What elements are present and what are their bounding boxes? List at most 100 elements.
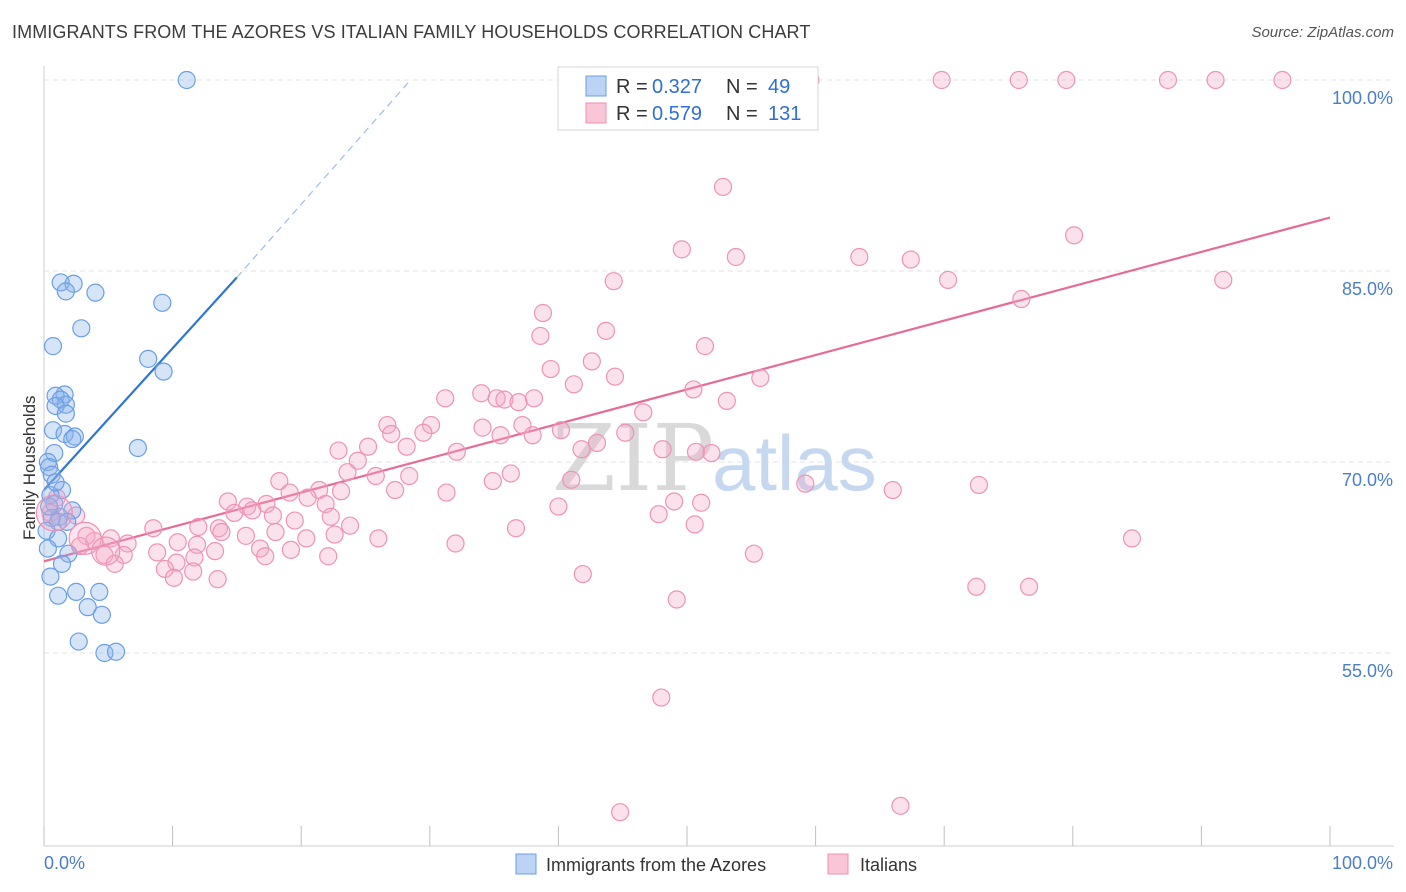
italians-point-81 — [321, 507, 340, 526]
italians-point-103 — [118, 534, 137, 553]
azores-point-5 — [153, 293, 172, 312]
x-tick-label-1: 100.0% — [1332, 853, 1393, 873]
azores-point-35 — [38, 539, 57, 558]
italians-point-129 — [77, 526, 96, 545]
italians-point-32 — [509, 393, 528, 412]
italians-point-60 — [796, 474, 815, 493]
azores-point-46 — [106, 642, 126, 661]
italians-point-10 — [726, 247, 745, 267]
italians-point-107 — [148, 543, 167, 562]
italians-point-111 — [319, 547, 338, 566]
italians-point-3 — [1057, 70, 1076, 90]
italians-point-119 — [744, 544, 763, 563]
italians-point-100 — [281, 540, 301, 559]
azores-point-7 — [43, 337, 63, 356]
azores-point-16 — [43, 421, 63, 440]
italians-point-44 — [523, 426, 542, 445]
azores-point-40 — [67, 582, 86, 601]
italians-point-64 — [437, 483, 456, 502]
italians-point-33 — [524, 389, 544, 408]
italians-point-9 — [672, 240, 691, 259]
italians-point-124 — [611, 803, 630, 822]
italians-point-18 — [596, 321, 616, 340]
italians-point-112 — [105, 554, 124, 573]
azores-point-45 — [95, 643, 114, 663]
italians-point-50 — [572, 440, 591, 459]
italians-point-101 — [446, 534, 465, 553]
bottom-legend-label-italians: Italians — [860, 855, 917, 875]
italians-point-61 — [270, 472, 289, 491]
italians-point-5 — [1206, 70, 1225, 90]
italians-point-108 — [167, 553, 186, 572]
y-tick-label-3: 100.0% — [1332, 88, 1393, 108]
italians-point-4 — [1158, 70, 1178, 90]
italians-point-98 — [205, 542, 225, 561]
italians-point-80 — [285, 511, 304, 530]
italians-point-90 — [297, 529, 316, 548]
italians-point-120 — [967, 577, 986, 596]
azores-point-15 — [56, 404, 75, 423]
italians-point-27 — [436, 389, 455, 408]
italians-point-92 — [369, 529, 388, 548]
legend-n-label-2: N = — [726, 103, 758, 125]
italians-point-121 — [1019, 577, 1039, 596]
italians-point-78 — [243, 501, 262, 520]
italians-point-42 — [414, 423, 433, 442]
bottom-legend-label-azores: Immigrants from the Azores — [546, 855, 766, 875]
italians-point-28 — [487, 389, 506, 408]
italians-point-22 — [541, 359, 560, 379]
italians-point-116 — [208, 570, 227, 589]
italians-point-7 — [713, 177, 733, 197]
italians-point-11 — [850, 247, 869, 267]
italians-point-12 — [901, 250, 920, 269]
legend: R = 0.327 N = 49 R = 0.579 N = 131 — [557, 66, 819, 131]
italians-point-31 — [717, 391, 736, 410]
legend-n-label-1: N = — [726, 76, 758, 98]
italians-point-122 — [1122, 529, 1142, 548]
azores-point-8 — [139, 349, 158, 368]
italians-point-43 — [491, 426, 510, 445]
italians-point-77 — [225, 503, 244, 523]
italians-point-75 — [969, 475, 989, 495]
italians-point-73 — [665, 492, 684, 511]
azores-point-18 — [65, 427, 84, 446]
azores-point-20 — [128, 438, 147, 458]
azores-point-19 — [63, 429, 82, 449]
italians-point-24 — [564, 375, 583, 394]
italians-point-13 — [604, 272, 623, 291]
italians-point-86 — [189, 517, 208, 537]
zipatlas-watermark: ZIP atlas — [552, 405, 877, 512]
azores-point-41 — [90, 582, 109, 601]
italians-point-17 — [533, 303, 553, 323]
italians-point-21 — [582, 352, 601, 371]
italians-point-2 — [1009, 70, 1028, 90]
axes — [43, 66, 1394, 847]
italians-point-48 — [447, 442, 466, 461]
italians-cluster-point-0 — [35, 494, 73, 532]
italians-point-30 — [684, 380, 703, 399]
italians-point-54 — [348, 451, 367, 470]
italians-point-19 — [531, 326, 550, 346]
italians-point-118 — [667, 590, 686, 609]
data-points — [35, 70, 1292, 822]
azores-point-4 — [86, 283, 105, 302]
italians-point-41 — [382, 424, 401, 444]
italians-point-55 — [338, 463, 357, 482]
legend-swatch-azores — [585, 75, 607, 97]
azores-point-42 — [78, 598, 97, 617]
azores-point-39 — [49, 586, 68, 605]
italians-point-6 — [1273, 70, 1292, 90]
y-axis-label: Family Households — [20, 395, 39, 540]
italians-point-117 — [573, 564, 592, 584]
italians-point-47 — [397, 437, 416, 456]
italians-point-72 — [385, 480, 405, 500]
italians-point-69 — [280, 483, 299, 502]
azores-point-2 — [64, 274, 83, 293]
azores-point-36 — [59, 544, 78, 563]
italians-point-59 — [562, 470, 581, 489]
legend-n-value-1: 49 — [768, 76, 790, 98]
gridlines — [44, 79, 1394, 654]
italians-point-88 — [236, 526, 256, 545]
italians-point-94 — [212, 522, 231, 542]
trendline-azores — [44, 276, 238, 491]
